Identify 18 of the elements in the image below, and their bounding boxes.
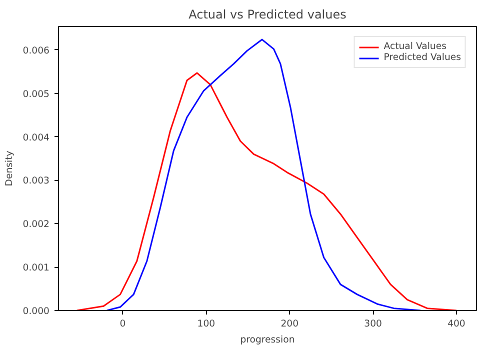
- chart-title: Actual vs Predicted values: [188, 8, 346, 22]
- y-tick-label: 0.001: [22, 262, 50, 274]
- x-tick-label: 100: [197, 318, 216, 330]
- legend-label: Predicted Values: [384, 52, 461, 63]
- y-tick-label: 0.000: [22, 306, 50, 317]
- y-axis-title: Density: [4, 150, 15, 186]
- x-axis-title: progression: [240, 334, 295, 346]
- y-tick-label: 0.005: [22, 88, 50, 100]
- x-tick-label: 0: [120, 318, 126, 330]
- legend-label: Actual Values: [384, 41, 446, 52]
- y-tick-label: 0.006: [22, 45, 50, 56]
- y-tick-label: 0.002: [22, 219, 50, 230]
- y-tick-label: 0.004: [22, 132, 50, 144]
- x-tick-label: 200: [280, 318, 299, 330]
- x-tick-label: 400: [448, 318, 466, 330]
- x-tick-label: 300: [364, 318, 382, 330]
- y-tick-label: 0.003: [22, 176, 50, 187]
- line-series: [76, 72, 458, 310]
